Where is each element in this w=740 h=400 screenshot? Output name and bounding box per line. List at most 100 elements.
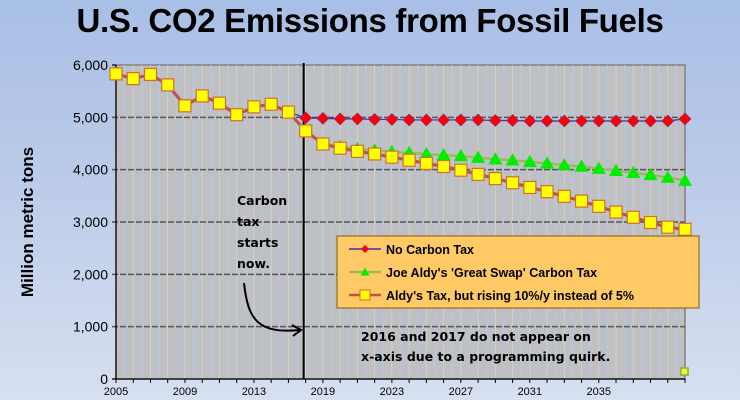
x-tick-label: 2009 — [173, 386, 197, 398]
diamond-marker — [592, 114, 606, 128]
triangle-icon — [360, 267, 370, 276]
square-marker — [385, 150, 399, 164]
carbon-tax-note-line: starts — [237, 235, 278, 250]
carbon-tax-note-line: now. — [237, 256, 270, 271]
triangle-marker — [436, 148, 451, 161]
square-marker — [523, 180, 537, 195]
triangle-marker — [488, 152, 503, 165]
diamond-marker — [540, 114, 554, 128]
y-tick-label: 6,000 — [73, 57, 108, 73]
series-rising-10pct — [109, 67, 692, 236]
diamond-marker — [575, 114, 588, 128]
square-marker — [161, 78, 175, 92]
x-tick-labels: 2005 2009 2013 2019 2023 2027 2031 2035 — [104, 386, 611, 398]
y-tick-label: 2,000 — [73, 266, 108, 282]
diamond-marker — [333, 112, 347, 126]
diamond-marker — [368, 113, 382, 126]
axes — [112, 64, 686, 383]
triangle-marker — [660, 170, 675, 183]
legend-box — [336, 235, 700, 309]
square-marker — [678, 222, 692, 236]
triangle-marker — [540, 156, 555, 169]
diamond-marker — [644, 114, 657, 128]
square-marker — [626, 210, 640, 224]
arrow-head-icon — [291, 324, 303, 337]
legend-label: No Carbon Tax — [386, 243, 474, 257]
x-tick-label: 2023 — [380, 386, 404, 398]
legend-item: Aldy's Tax, but rising 10%/y instead of … — [349, 289, 634, 303]
legend: No Carbon Tax Joe Aldy's 'Great Swap' Car… — [336, 235, 700, 309]
annotations: Carbon tax starts now. 2016 and 2017 do not … — [237, 63, 610, 379]
y-tick-labels: 0 1,000 2,000 3,000 4,000 5,000 6,000 — [73, 57, 108, 387]
square-marker — [574, 194, 589, 208]
series-line — [115, 72, 686, 231]
chart-title: U.S. CO2 Emissions from Fossil Fuels — [76, 2, 664, 39]
triangle-marker — [471, 150, 486, 163]
square-marker — [454, 163, 468, 177]
legend-item: Joe Aldy's 'Great Swap' Carbon Tax — [349, 266, 597, 280]
square-marker — [230, 108, 244, 122]
square-icon — [359, 289, 371, 301]
square-marker — [350, 144, 364, 158]
diamond-marker — [316, 111, 330, 125]
square-marker — [643, 215, 658, 230]
square-marker — [471, 167, 485, 181]
triangle-marker — [609, 163, 624, 176]
diamond-marker — [488, 114, 502, 127]
square-marker — [437, 159, 451, 174]
carbon-tax-note-line: Carbon — [237, 193, 287, 208]
square-marker — [488, 171, 502, 186]
diamond-marker — [350, 112, 364, 126]
legend-label: Aldy's Tax, but rising 10%/y instead of … — [386, 289, 634, 303]
square-marker — [368, 147, 382, 161]
carbon-tax-note-line: tax — [237, 214, 259, 229]
diamond-marker — [557, 114, 571, 128]
diamond-marker — [437, 113, 451, 127]
square-marker — [609, 205, 623, 219]
square-marker — [592, 199, 606, 213]
x-tick-label: 2005 — [104, 386, 128, 398]
square-marker — [195, 89, 209, 103]
diamond-marker — [385, 113, 399, 126]
square-marker — [316, 137, 330, 151]
diamond-marker — [661, 114, 675, 128]
diamond-marker — [506, 114, 520, 127]
diamond-marker — [609, 114, 623, 128]
triangle-marker — [643, 167, 658, 181]
x-tick-label: 2035 — [587, 386, 611, 398]
square-marker — [247, 100, 261, 114]
diamond-marker — [402, 113, 416, 127]
triangle-marker — [591, 161, 606, 174]
square-marker — [109, 67, 123, 81]
selection-handle[interactable] — [680, 367, 689, 376]
triangle-marker — [453, 149, 468, 162]
diamond-marker — [454, 113, 468, 127]
square-marker — [143, 67, 158, 82]
square-marker — [557, 189, 571, 203]
diamond-marker — [626, 114, 640, 128]
triangle-marker — [522, 154, 537, 168]
y-tick-label: 5,000 — [73, 109, 108, 125]
y-tick-label: 4,000 — [73, 162, 108, 178]
x-tick-label: 2031 — [518, 386, 542, 398]
square-marker — [661, 220, 675, 234]
diamond-marker — [471, 113, 485, 127]
triangle-marker — [678, 173, 692, 186]
triangle-marker — [626, 165, 641, 179]
diamond-marker — [419, 113, 433, 127]
y-tick-label: 1,000 — [73, 319, 108, 335]
triangle-marker — [505, 153, 520, 166]
square-marker — [505, 176, 520, 190]
diamond-marker — [523, 114, 537, 128]
series-group — [109, 66, 692, 236]
square-marker — [419, 156, 433, 170]
curved-arrow — [243, 282, 301, 332]
square-marker — [402, 153, 416, 167]
diamond-marker — [299, 111, 313, 125]
square-marker — [281, 105, 296, 119]
x-tick-label: 2013 — [242, 386, 266, 398]
square-marker — [540, 185, 554, 199]
y-tick-label: 0 — [100, 371, 108, 387]
y-tick-label: 3,000 — [73, 214, 108, 230]
